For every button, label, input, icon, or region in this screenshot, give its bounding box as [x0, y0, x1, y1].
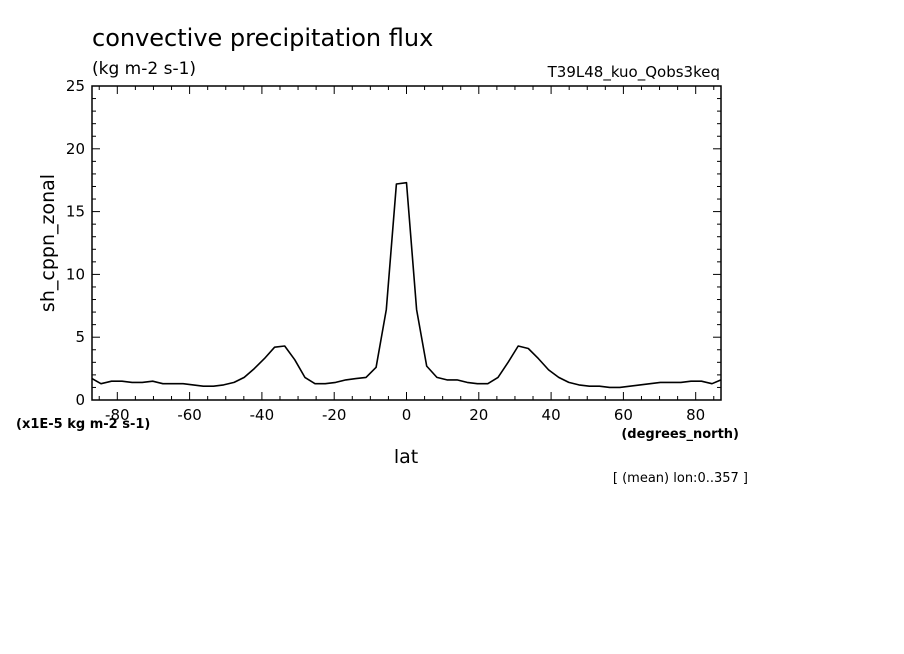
x-tick-label: 20 [469, 406, 488, 424]
data-point [365, 377, 367, 379]
series-line [91, 181, 722, 389]
data-point [568, 382, 570, 384]
x-tick-label: 40 [542, 406, 561, 424]
data-point [182, 383, 184, 385]
y-tick-label: 5 [75, 328, 85, 346]
series-points [91, 182, 722, 388]
data-point [345, 379, 347, 381]
y-tick-label: 15 [66, 203, 85, 221]
data-point [294, 359, 296, 361]
chart-title: convective precipitation flux [92, 24, 433, 52]
data-point [203, 385, 205, 387]
x-axis-ticks [98, 86, 715, 400]
data-point [192, 384, 194, 386]
data-point [324, 383, 326, 385]
x-tick-label: -20 [322, 406, 347, 424]
data-point [589, 385, 591, 387]
x-tick-label: 60 [614, 406, 633, 424]
x-tick-label: -40 [250, 406, 275, 424]
data-point [578, 384, 580, 386]
data-point [396, 183, 398, 185]
data-point [254, 368, 256, 370]
y-axis-ticks [92, 85, 721, 401]
data-point [497, 377, 499, 379]
data-point [152, 380, 154, 382]
data-point [507, 362, 509, 364]
y-axis-label: sh_cppn_zonal [37, 174, 59, 312]
run-label: T39L48_kuo_Qobs3keq [547, 63, 720, 82]
data-point [487, 383, 489, 385]
data-point [131, 382, 133, 384]
x-tick-label: 0 [402, 406, 412, 424]
data-point [406, 182, 408, 184]
data-point [141, 382, 143, 384]
data-point [162, 383, 164, 385]
data-point [517, 345, 519, 347]
data-point [548, 369, 550, 371]
x-units-label: (degrees_north) [621, 427, 739, 442]
data-point [213, 385, 215, 387]
footnote: [ (mean) lon:0..357 ] [613, 471, 748, 486]
data-point [477, 383, 479, 385]
data-point [91, 378, 93, 380]
data-point [233, 382, 235, 384]
data-point [639, 384, 641, 386]
data-point [690, 380, 692, 382]
data-point [436, 377, 438, 379]
data-point [416, 309, 418, 311]
data-point [701, 380, 703, 382]
y-scale-note: (x1E-5 kg m-2 s-1) [16, 417, 150, 432]
data-point [335, 382, 337, 384]
x-tick-label: -60 [177, 406, 202, 424]
y-axis-tick-labels: 0 5 10 15 20 25 [66, 77, 85, 409]
x-axis-label: lat [394, 446, 418, 468]
x-tick-label: 80 [686, 406, 705, 424]
data-point [711, 383, 713, 385]
data-point [720, 379, 722, 381]
data-point [649, 383, 651, 385]
data-point [304, 377, 306, 379]
y-tick-label: 25 [66, 77, 85, 95]
data-point [680, 382, 682, 384]
data-point [599, 385, 601, 387]
data-point [609, 387, 611, 389]
data-point [243, 377, 245, 379]
data-point [111, 380, 113, 382]
data-point [375, 367, 377, 369]
data-point [355, 378, 357, 380]
y-tick-label: 0 [75, 391, 85, 409]
data-point [538, 358, 540, 360]
data-point [264, 358, 266, 360]
data-point [284, 345, 286, 347]
data-point [558, 377, 560, 379]
data-point [670, 382, 672, 384]
x-tick-label: -80 [105, 406, 130, 424]
plot-frame [91, 85, 722, 401]
data-point [385, 309, 387, 311]
data-point [314, 383, 316, 385]
chart-subtitle: (kg m-2 s-1) [92, 59, 196, 79]
data-point [446, 379, 448, 381]
data-point [659, 382, 661, 384]
data-point [274, 346, 276, 348]
data-point [121, 380, 123, 382]
y-tick-label: 20 [66, 140, 85, 158]
data-point [466, 382, 468, 384]
data-point [456, 379, 458, 381]
data-point [426, 365, 428, 367]
data-point [100, 383, 102, 385]
data-point [172, 383, 174, 385]
data-point [223, 384, 225, 386]
y-tick-label: 10 [66, 265, 85, 283]
x-axis-tick-labels: -80 -60 -40 -20 0 20 40 60 80 [105, 406, 705, 424]
data-point [619, 387, 621, 389]
data-point [528, 348, 530, 350]
data-point [629, 385, 631, 387]
